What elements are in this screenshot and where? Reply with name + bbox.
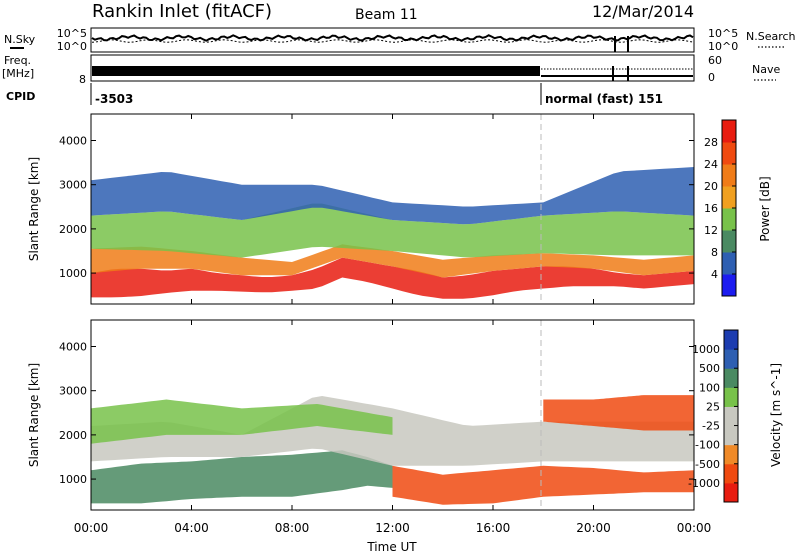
- colorbar-frame: [723, 329, 739, 503]
- colorbar-segment: [724, 425, 738, 446]
- colorbar-segment: [722, 120, 736, 143]
- noise-left-tick-bottom: 10^0: [57, 40, 87, 53]
- freq-panel-frame: [90, 54, 695, 82]
- noise-search-line: [91, 39, 694, 43]
- x-tick-label: 00:00: [677, 521, 712, 535]
- x-tick-label: 04:00: [174, 521, 209, 535]
- colorbar-segment: [722, 142, 736, 165]
- colorbar-tick-label: -25: [702, 420, 720, 433]
- velocity-x-axis: 00:00 04:00 08:00 12:00 16:00 20:00 00:00: [74, 320, 712, 535]
- colorbar-segment: [722, 208, 736, 231]
- x-tick-label: 16:00: [476, 521, 511, 535]
- colorbar-segment: [722, 252, 736, 275]
- colorbar-tick-label: -100: [695, 439, 720, 452]
- cpid-segment-2: normal (fast) 151: [545, 92, 663, 106]
- colorbar-segment: [724, 368, 738, 388]
- cpid-segment-1: -3503: [95, 92, 133, 106]
- velocity-colorbar-label: Velocity [m s^-1]: [769, 363, 783, 467]
- velocity-band-1: [392, 465, 694, 505]
- power-heatmap: [91, 167, 694, 299]
- power-band-0: [91, 257, 694, 299]
- colorbar-segment: [724, 444, 738, 465]
- noise-right-tick-top: 10^5: [708, 27, 738, 40]
- power-y-axis: 1000 2000 3000 4000: [59, 135, 694, 280]
- x-tick-label: 08:00: [275, 521, 310, 535]
- y-tick-label: 3000: [59, 385, 87, 398]
- velocity-y-axis-label: Slant Range [km]: [27, 363, 41, 467]
- noise-sky-line: [91, 34, 694, 42]
- x-tick-label: 20:00: [576, 521, 611, 535]
- colorbar-segment: [724, 349, 738, 369]
- colorbar-tick-label: -500: [695, 458, 720, 471]
- colorbar-segment: [724, 387, 738, 407]
- y-tick-label: 3000: [59, 179, 87, 192]
- power-colorbar: 4 8 12 16 20 24 28: [704, 119, 737, 297]
- x-axis-label: Time UT: [366, 540, 417, 554]
- colorbar-tick-label: 25: [706, 400, 720, 413]
- colorbar-tick-label: 8: [711, 246, 718, 259]
- noise-left-label: N.Sky: [4, 33, 36, 46]
- colorbar-segment: [722, 230, 736, 253]
- colorbar-tick-label: 1000: [692, 343, 720, 356]
- nave-right-label: Nave: [752, 63, 780, 76]
- colorbar-segment: [724, 406, 738, 427]
- station-title: Rankin Inlet (fitACF): [92, 1, 272, 22]
- power-band-2: [91, 203, 694, 258]
- power-band-3: [91, 167, 694, 225]
- y-tick-label: 1000: [59, 473, 87, 486]
- date-label: 12/Mar/2014: [592, 2, 694, 21]
- noise-right-label: N.Search: [746, 30, 796, 43]
- velocity-band-4: [543, 395, 694, 431]
- velocity-colorbar: 1000 500 100 25 -25 -100 -500 -1000: [688, 329, 739, 503]
- colorbar-tick-label: 16: [704, 202, 718, 215]
- colorbar-segment: [724, 330, 738, 350]
- power-y-axis-label: Slant Range [km]: [27, 157, 41, 261]
- y-tick-label: 4000: [59, 341, 87, 354]
- nave-right-tick-bottom: 0: [708, 71, 715, 84]
- y-tick-label: 1000: [59, 267, 87, 280]
- power-band-1: [91, 244, 694, 278]
- colorbar-segment: [724, 482, 738, 503]
- nave-right-tick-top: 60: [708, 54, 722, 67]
- colorbar-tick-label: 24: [704, 158, 718, 171]
- y-tick-label: 2000: [59, 223, 87, 236]
- noise-trace: [91, 34, 694, 52]
- power-x-ticks: [90, 114, 695, 304]
- velocity-band-0: [91, 450, 393, 504]
- noise-right-tick-bottom: 10^0: [708, 40, 738, 53]
- beam-label: Beam 11: [355, 7, 418, 23]
- colorbar-tick-label: 500: [699, 362, 720, 375]
- freq-left-tick: 8: [79, 73, 86, 86]
- noise-left-tick-top: 10^5: [57, 27, 87, 40]
- colorbar-segment: [722, 274, 736, 297]
- colorbar-tick-label: -1000: [688, 477, 720, 490]
- y-tick-label: 2000: [59, 429, 87, 442]
- freq-band: [92, 66, 540, 76]
- colorbar-tick-label: 12: [704, 224, 718, 237]
- nave-trace: [541, 66, 693, 81]
- colorbar-tick-label: 28: [704, 136, 718, 149]
- colorbar-segment: [722, 186, 736, 209]
- colorbar-segment: [722, 164, 736, 187]
- colorbar-segment: [724, 463, 738, 484]
- x-tick-label: 12:00: [375, 521, 410, 535]
- velocity-heatmap: [91, 395, 694, 505]
- y-tick-label: 4000: [59, 135, 87, 148]
- x-tick-label: 00:00: [74, 521, 109, 535]
- velocity-band-3: [91, 399, 393, 444]
- colorbar-tick-label: 20: [704, 180, 718, 193]
- freq-label-top: Freq.: [4, 54, 31, 67]
- velocity-y-axis: 1000 2000 3000 4000: [59, 341, 694, 486]
- colorbar-tick-label: 4: [711, 268, 718, 281]
- cpid-label: CPID: [6, 90, 35, 103]
- freq-label-bottom: [MHz]: [2, 67, 34, 80]
- noise-panel-frame: [90, 27, 695, 53]
- colorbar-tick-label: 100: [699, 381, 720, 394]
- power-colorbar-label: Power [dB]: [758, 176, 772, 241]
